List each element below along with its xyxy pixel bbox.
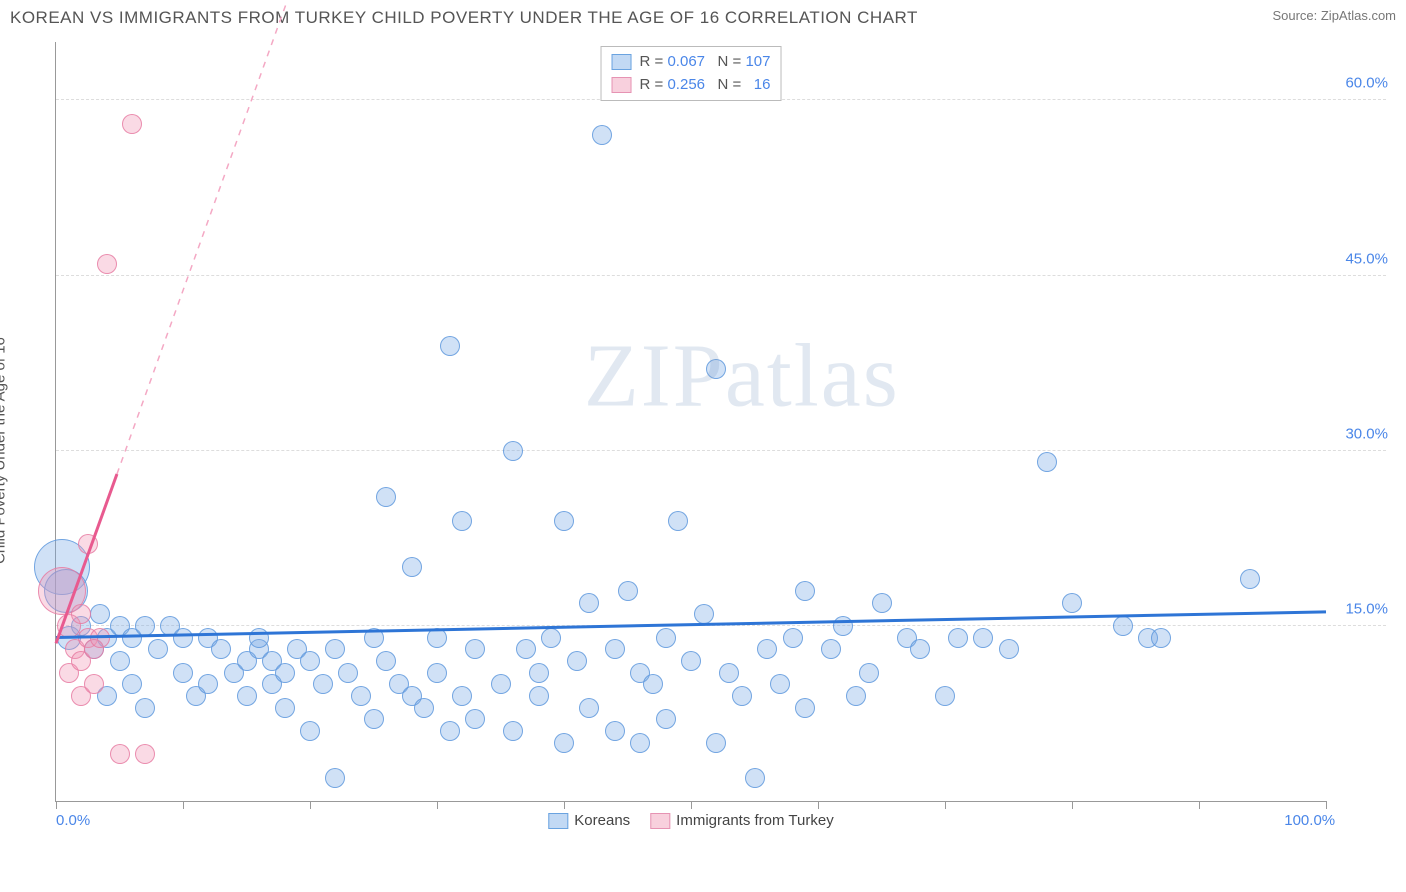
legend-stat-text: R = 0.067 N = 107: [640, 51, 771, 74]
x-tick: [564, 801, 565, 809]
legend-correlation-row: R = 0.256 N = 16: [612, 74, 771, 97]
y-tick-label: 60.0%: [1345, 75, 1388, 92]
y-tick-label: 30.0%: [1345, 425, 1388, 442]
x-tick-label: 0.0%: [56, 812, 90, 829]
legend-series-item: Immigrants from Turkey: [650, 812, 834, 829]
legend-series-item: Koreans: [548, 812, 630, 829]
legend-swatch: [612, 54, 632, 70]
y-axis-label: Child Poverty Under the Age of 16: [0, 337, 9, 564]
legend-series: Koreans Immigrants from Turkey: [548, 812, 833, 829]
legend-correlation-row: R = 0.067 N = 107: [612, 51, 771, 74]
x-tick: [310, 801, 311, 809]
x-tick: [56, 801, 57, 809]
legend-swatch: [548, 813, 568, 829]
legend-swatch: [650, 813, 670, 829]
trend-lines-svg: [56, 42, 1326, 801]
x-tick: [1072, 801, 1073, 809]
x-tick: [818, 801, 819, 809]
legend-stat-text: R = 0.256 N = 16: [640, 74, 771, 97]
plot-area: 15.0%30.0%45.0%60.0%0.0%100.0% ZIPatlas …: [55, 42, 1326, 802]
x-tick: [691, 801, 692, 809]
x-tick: [945, 801, 946, 809]
x-tick: [183, 801, 184, 809]
x-tick: [1326, 801, 1327, 809]
legend-swatch: [612, 77, 632, 93]
legend-correlation: R = 0.067 N = 107R = 0.256 N = 16: [601, 46, 782, 101]
legend-series-label: Koreans: [574, 812, 630, 829]
y-tick-label: 15.0%: [1345, 600, 1388, 617]
source-attribution: Source: ZipAtlas.com: [1272, 8, 1396, 23]
chart-title: KOREAN VS IMMIGRANTS FROM TURKEY CHILD P…: [10, 8, 918, 28]
y-tick-label: 45.0%: [1345, 250, 1388, 267]
legend-series-label: Immigrants from Turkey: [676, 812, 834, 829]
x-tick: [437, 801, 438, 809]
chart-container: Child Poverty Under the Age of 16 15.0%3…: [10, 32, 1396, 852]
x-tick-label: 100.0%: [1284, 812, 1335, 829]
x-tick: [1199, 801, 1200, 809]
